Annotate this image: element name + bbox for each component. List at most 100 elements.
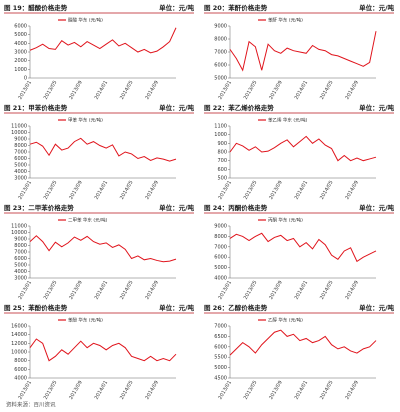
y-tick-label: 14000 — [11, 332, 27, 338]
y-tick-label: 4000 — [14, 41, 27, 47]
x-tick-label: 2013/01 — [217, 380, 233, 401]
y-tick-label: 1000 — [214, 132, 227, 138]
legend-label: 二甲苯 华东 (元/吨) — [68, 217, 108, 224]
x-tick-label: 2013/05 — [243, 380, 259, 401]
y-tick-label: 600 — [217, 167, 227, 173]
x-tick-label: 2013/09 — [68, 280, 84, 301]
x-tick-label: 2013/05 — [243, 280, 259, 301]
x-tick-label: 2013/05 — [43, 80, 59, 101]
x-tick-label: 2014/05 — [319, 380, 335, 401]
y-tick-label: 1000 — [14, 67, 27, 73]
y-tick-label: 900 — [217, 141, 227, 147]
legend-label: 醋酸 华东 (元/吨) — [68, 17, 103, 24]
series-line — [29, 235, 177, 263]
y-tick-label: 10000 — [11, 350, 27, 356]
y-tick-label: 2000 — [14, 58, 27, 64]
y-tick-label: 4000 — [14, 376, 27, 382]
x-tick-label: 2014/09 — [344, 380, 360, 401]
legend-label: 苯酚 华东 (元/吨) — [68, 317, 103, 324]
x-tick-label: 2014/09 — [344, 180, 360, 201]
y-tick-label: 500 — [217, 176, 227, 182]
y-tick-label: 4500 — [214, 376, 227, 382]
y-tick-label: 800 — [217, 150, 227, 156]
y-tick-label: 8000 — [214, 234, 227, 240]
y-tick-label: 7000 — [14, 250, 27, 256]
x-tick-label: 2014/09 — [344, 80, 360, 101]
y-tick-label: 7000 — [214, 244, 227, 250]
x-tick-label: 2014/09 — [144, 80, 160, 101]
y-tick-label: 5000 — [214, 265, 227, 271]
series-line — [229, 329, 377, 356]
x-tick-label: 2014/05 — [319, 80, 335, 101]
x-tick-label: 2014/01 — [294, 280, 310, 301]
y-tick-label: 7000 — [214, 324, 227, 330]
x-tick-label: 2013/09 — [268, 280, 284, 301]
y-tick-label: 8000 — [214, 37, 227, 43]
y-tick-label: 7000 — [14, 150, 27, 156]
figure-title: 图 19：醋酸价格走势 — [4, 3, 68, 12]
x-tick-label: 2013/05 — [43, 380, 59, 401]
series-line — [229, 232, 377, 263]
figure-title: 图 22：苯乙烯价格走势 — [204, 103, 274, 112]
y-tick-label: 5000 — [14, 263, 27, 269]
figure-unit: 单位：元/吨 — [359, 303, 394, 312]
y-tick-label: 1100 — [214, 124, 227, 130]
legend-label: 甲苯 华东 (元/吨) — [68, 117, 103, 124]
x-tick-label: 2013/05 — [243, 80, 259, 101]
y-tick-label: 3000 — [14, 50, 27, 56]
figure-title: 图 23：二甲苯价格走势 — [4, 203, 74, 212]
y-tick-label: 4000 — [214, 276, 227, 282]
legend-label: 苯乙烯 华东 (元/吨) — [268, 117, 308, 124]
y-tick-label: 10000 — [11, 230, 27, 236]
x-tick-label: 2013/05 — [43, 180, 59, 201]
y-tick-label: 6000 — [14, 156, 27, 162]
y-tick-label: 6000 — [14, 24, 27, 30]
y-tick-label: 8000 — [14, 143, 27, 149]
y-tick-label: 7000 — [214, 50, 227, 56]
figure-unit: 单位：元/吨 — [159, 303, 194, 312]
legend-label: 丙酮 华东 (元/吨) — [268, 217, 303, 224]
x-tick-label: 2013/01 — [17, 380, 33, 401]
y-tick-label: 9000 — [14, 137, 27, 143]
x-tick-label: 2014/05 — [319, 180, 335, 201]
y-tick-label: 5000 — [214, 365, 227, 371]
x-tick-label: 2014/09 — [144, 380, 160, 401]
x-tick-label: 2014/05 — [119, 380, 135, 401]
x-tick-label: 2014/01 — [94, 80, 110, 101]
figure-unit: 单位：元/吨 — [159, 103, 194, 112]
x-tick-label: 2014/05 — [119, 280, 135, 301]
y-tick-label: 6000 — [214, 255, 227, 261]
y-tick-label: 8000 — [14, 243, 27, 249]
series-line — [229, 135, 377, 162]
y-tick-label: 8000 — [14, 358, 27, 364]
y-tick-label: 4000 — [14, 169, 27, 175]
x-tick-label: 2014/09 — [344, 280, 360, 301]
y-tick-label: 5000 — [14, 32, 27, 38]
y-tick-label: 16000 — [11, 324, 27, 330]
y-tick-label: 12000 — [11, 341, 27, 347]
figure-unit: 单位：元/吨 — [359, 103, 394, 112]
y-tick-label: 3000 — [14, 176, 27, 182]
y-tick-label: 11000 — [11, 224, 27, 230]
y-tick-label: 6000 — [14, 367, 27, 373]
legend-label: 乙醇 华东 (元/吨) — [268, 317, 303, 324]
figure-unit: 单位：元/吨 — [359, 203, 394, 212]
y-tick-label: 3000 — [14, 276, 27, 282]
figure-title: 图 21：甲苯价格走势 — [4, 103, 68, 112]
figure-unit: 单位：元/吨 — [159, 3, 194, 12]
x-tick-label: 2013/09 — [268, 180, 284, 201]
figure-title: 图 25：苯酚价格走势 — [4, 303, 68, 312]
x-tick-label: 2013/09 — [68, 380, 84, 401]
y-tick-label: 9000 — [214, 24, 227, 30]
figure-title: 图 20：苯酐价格走势 — [204, 3, 268, 12]
x-tick-label: 2013/01 — [17, 280, 33, 301]
y-tick-label: 6000 — [14, 256, 27, 262]
y-tick-label: 6000 — [214, 63, 227, 69]
y-tick-label: 9000 — [214, 224, 227, 230]
x-tick-label: 2014/01 — [94, 280, 110, 301]
y-tick-label: 4000 — [14, 269, 27, 275]
x-tick-label: 2013/01 — [17, 80, 33, 101]
source-note: 资料来源：百川资讯 — [6, 401, 56, 409]
